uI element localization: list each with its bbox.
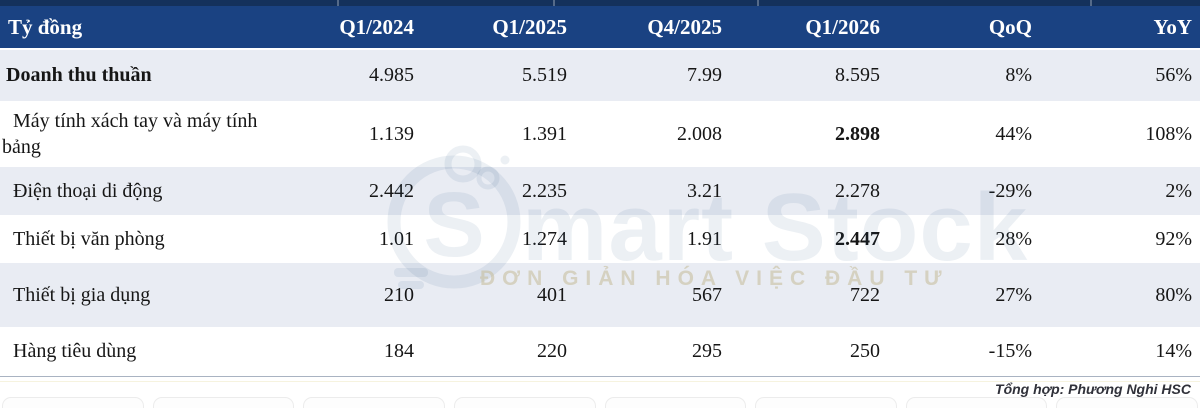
- cropped-card-top: [303, 397, 445, 408]
- table-row-home-appliances: Thiết bị gia dụng 210 401 567 722 27% 80…: [0, 263, 1200, 327]
- table-row-consumer-goods: Hàng tiêu dùng 184 220 295 250 -15% 14%: [0, 327, 1200, 376]
- cropped-card-top: [152, 397, 295, 408]
- table-row-mobile-phones: Điện thoại di động 2.442 2.235 3.21 2.27…: [0, 167, 1200, 215]
- row-label: Máy tính xách tay và máy tính bảng: [2, 109, 258, 158]
- cell-value: 14%: [1155, 340, 1192, 362]
- row-label: Hàng tiêu dùng: [13, 340, 137, 363]
- cell-value: 1.391: [522, 122, 567, 145]
- cell-value: 3.21: [687, 179, 722, 202]
- cell-value: 56%: [1155, 64, 1192, 86]
- cropped-card-row: [2, 397, 1198, 408]
- cell-value: 2.008: [677, 122, 722, 145]
- cell-value: 5.519: [522, 64, 567, 86]
- cell-value: 108%: [1145, 122, 1192, 145]
- table-row-office-equipment: Thiết bị văn phòng 1.01 1.274 1.91 2.447…: [0, 215, 1200, 263]
- cropped-card-top: [453, 397, 596, 408]
- row-label: Điện thoại di động: [13, 179, 163, 202]
- table-header-row: Tỷ đồng Q1/2024 Q1/2025 Q4/2025 Q1/2026 …: [0, 6, 1200, 50]
- cell-value: 80%: [1155, 283, 1192, 306]
- cell-value: 8%: [1005, 64, 1032, 86]
- strip-divider: [757, 0, 759, 6]
- source-note: Tổng hợp: Phương Nghi HSC: [995, 381, 1191, 397]
- cropped-card-top: [604, 397, 747, 408]
- col-header-q1-2024: Q1/2024: [270, 6, 422, 50]
- cropped-card-top: [905, 397, 1048, 408]
- col-header-q1-2026: Q1/2026: [730, 6, 888, 50]
- row-label: Doanh thu thuần: [6, 64, 152, 87]
- cell-value: 8.595: [835, 64, 880, 86]
- cell-value: 210: [384, 283, 414, 306]
- cell-value: 1.91: [687, 227, 722, 250]
- cell-value: 44%: [995, 122, 1032, 145]
- cell-value: 2%: [1165, 179, 1192, 202]
- cell-value: 2.442: [369, 179, 414, 202]
- top-cropped-strip: [0, 0, 1200, 6]
- table-row-net-revenue: Doanh thu thuần 4.985 5.519 7.99 8.595 8…: [0, 50, 1200, 101]
- cell-value: 184: [384, 340, 414, 362]
- cell-value-highlighted: 2.898: [835, 122, 880, 145]
- col-header-yoy: YoY: [1040, 6, 1200, 50]
- cell-value: 27%: [995, 283, 1032, 306]
- cell-value: 2.278: [835, 179, 880, 202]
- cell-value: 250: [850, 340, 880, 362]
- col-header-q1-2025: Q1/2025: [422, 6, 575, 50]
- strip-divider: [1090, 0, 1092, 6]
- cropped-card-top: [1056, 397, 1198, 408]
- cell-value: -29%: [988, 179, 1032, 202]
- cell-value: 28%: [995, 227, 1032, 250]
- cell-value: 1.274: [522, 227, 567, 250]
- cell-value: 92%: [1155, 227, 1192, 250]
- cell-value: 567: [692, 283, 722, 306]
- cell-value: 2.235: [522, 179, 567, 202]
- unit-header: Tỷ đồng: [0, 6, 270, 50]
- strip-divider: [337, 0, 339, 6]
- table-bottom-border: [0, 376, 1200, 377]
- table-row-laptops-tablets: Máy tính xách tay và máy tính bảng 1.139…: [0, 101, 1200, 167]
- cell-value: 295: [692, 340, 722, 362]
- strip-divider: [553, 0, 555, 6]
- section-divider-line: [0, 381, 1200, 382]
- row-label: Thiết bị gia dụng: [13, 283, 151, 306]
- cell-value: 1.01: [379, 227, 414, 250]
- cell-value-highlighted: 2.447: [835, 227, 880, 250]
- cell-value: -15%: [988, 340, 1032, 362]
- col-header-qoq: QoQ: [888, 6, 1040, 50]
- cell-value: 220: [537, 340, 567, 362]
- cell-value: 1.139: [369, 122, 414, 145]
- cell-value: 4.985: [369, 64, 414, 86]
- cropped-card-top: [2, 397, 144, 408]
- row-label: Thiết bị văn phòng: [13, 227, 165, 250]
- cell-value: 401: [537, 283, 567, 306]
- cell-value: 7.99: [687, 64, 722, 86]
- cell-value: 722: [850, 283, 880, 306]
- col-header-q4-2025: Q4/2025: [575, 6, 730, 50]
- cropped-card-top: [755, 397, 897, 408]
- revenue-breakdown-table: Tỷ đồng Q1/2024 Q1/2025 Q4/2025 Q1/2026 …: [0, 6, 1200, 376]
